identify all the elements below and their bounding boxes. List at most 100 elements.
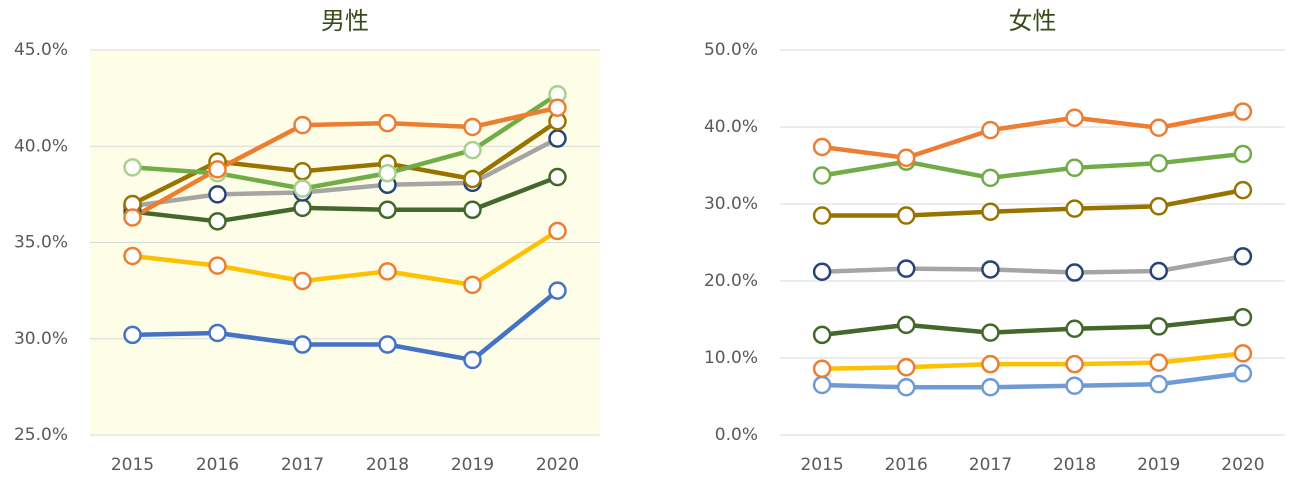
marker bbox=[981, 354, 1000, 374]
marker bbox=[208, 185, 227, 204]
marker bbox=[123, 208, 142, 227]
marker bbox=[293, 335, 312, 354]
marker bbox=[548, 167, 567, 187]
marker bbox=[293, 198, 312, 218]
marker bbox=[981, 120, 1000, 140]
marker bbox=[897, 378, 916, 397]
series-line bbox=[132, 136, 559, 209]
marker bbox=[1233, 247, 1253, 266]
x-tick-label: 2020 bbox=[536, 455, 579, 475]
marker bbox=[208, 212, 227, 231]
marker bbox=[378, 335, 397, 354]
y-tick-label: 30.0% bbox=[704, 194, 758, 214]
marker bbox=[378, 113, 397, 133]
y-tick-label: 35.0% bbox=[14, 233, 68, 253]
marker bbox=[1065, 263, 1084, 282]
y-tick-label: 40.0% bbox=[14, 136, 68, 156]
marker bbox=[1149, 374, 1168, 394]
marker bbox=[981, 202, 1000, 221]
marker bbox=[897, 148, 916, 168]
y-tick-label: 0.0% bbox=[715, 425, 758, 445]
series-line bbox=[131, 119, 559, 207]
y-tick-label: 10.0% bbox=[704, 348, 758, 368]
marker bbox=[1233, 364, 1253, 383]
plot-area bbox=[780, 50, 1285, 435]
marker bbox=[812, 262, 832, 282]
marker bbox=[897, 357, 916, 377]
marker bbox=[123, 246, 142, 266]
x-tick-label: 2019 bbox=[1137, 455, 1180, 475]
series-line bbox=[132, 288, 559, 363]
y-tick-label: 45.0% bbox=[14, 40, 68, 60]
marker bbox=[463, 140, 482, 160]
marker bbox=[1065, 158, 1084, 178]
marker bbox=[1065, 354, 1084, 374]
marker bbox=[812, 375, 832, 395]
marker bbox=[1065, 319, 1084, 338]
marker bbox=[897, 206, 916, 225]
y-tick-label: 25.0% bbox=[14, 425, 68, 445]
marker bbox=[123, 158, 142, 177]
marker bbox=[378, 262, 397, 281]
marker bbox=[123, 325, 142, 345]
chart-title: 男性 bbox=[321, 7, 369, 35]
marker bbox=[981, 168, 1000, 188]
series-line bbox=[131, 105, 558, 220]
series-line bbox=[822, 254, 1244, 275]
marker bbox=[897, 259, 916, 278]
marker bbox=[378, 200, 397, 220]
series-line bbox=[822, 371, 1244, 390]
marker bbox=[1149, 153, 1168, 173]
marker bbox=[812, 325, 832, 345]
x-tick-label: 2016 bbox=[885, 455, 928, 475]
marker bbox=[981, 260, 1000, 279]
marker bbox=[463, 117, 482, 137]
marker bbox=[1149, 118, 1168, 138]
marker bbox=[378, 163, 397, 183]
marker bbox=[1149, 197, 1168, 216]
x-tick-label: 2019 bbox=[451, 455, 494, 475]
series-line bbox=[822, 187, 1244, 218]
marker bbox=[897, 315, 916, 335]
marker bbox=[1233, 102, 1253, 121]
x-tick-label: 2015 bbox=[800, 455, 843, 475]
x-tick-label: 2015 bbox=[111, 455, 154, 475]
marker bbox=[1149, 261, 1168, 281]
marker bbox=[293, 162, 312, 181]
series-line bbox=[132, 174, 559, 224]
marker bbox=[463, 200, 482, 220]
marker bbox=[1065, 108, 1084, 128]
marker bbox=[293, 115, 312, 135]
series-line bbox=[821, 109, 1244, 161]
x-tick-label: 2020 bbox=[1221, 455, 1264, 475]
marker bbox=[812, 166, 832, 185]
x-tick-label: 2017 bbox=[969, 455, 1012, 475]
marker bbox=[1233, 144, 1253, 164]
marker bbox=[1149, 317, 1168, 336]
marker bbox=[208, 256, 227, 275]
marker bbox=[812, 359, 832, 379]
marker bbox=[463, 169, 482, 189]
marker bbox=[812, 137, 832, 157]
x-tick-label: 2018 bbox=[1053, 455, 1096, 475]
series-line bbox=[822, 351, 1244, 372]
marker bbox=[548, 221, 567, 241]
marker bbox=[463, 350, 482, 370]
marker bbox=[293, 271, 312, 291]
marker bbox=[1065, 376, 1084, 395]
marker bbox=[981, 323, 1000, 342]
series-line bbox=[821, 151, 1244, 181]
marker bbox=[1233, 307, 1253, 327]
marker bbox=[1065, 199, 1084, 218]
marker bbox=[548, 281, 567, 300]
x-tick-label: 2016 bbox=[196, 455, 239, 475]
chart-title: 女性 bbox=[1009, 7, 1057, 35]
marker bbox=[1149, 353, 1168, 372]
marker bbox=[463, 275, 482, 295]
x-tick-label: 2017 bbox=[281, 455, 324, 475]
y-tick-label: 20.0% bbox=[704, 271, 758, 291]
y-tick-label: 50.0% bbox=[704, 40, 758, 60]
marker bbox=[208, 160, 227, 179]
marker bbox=[981, 378, 1000, 397]
